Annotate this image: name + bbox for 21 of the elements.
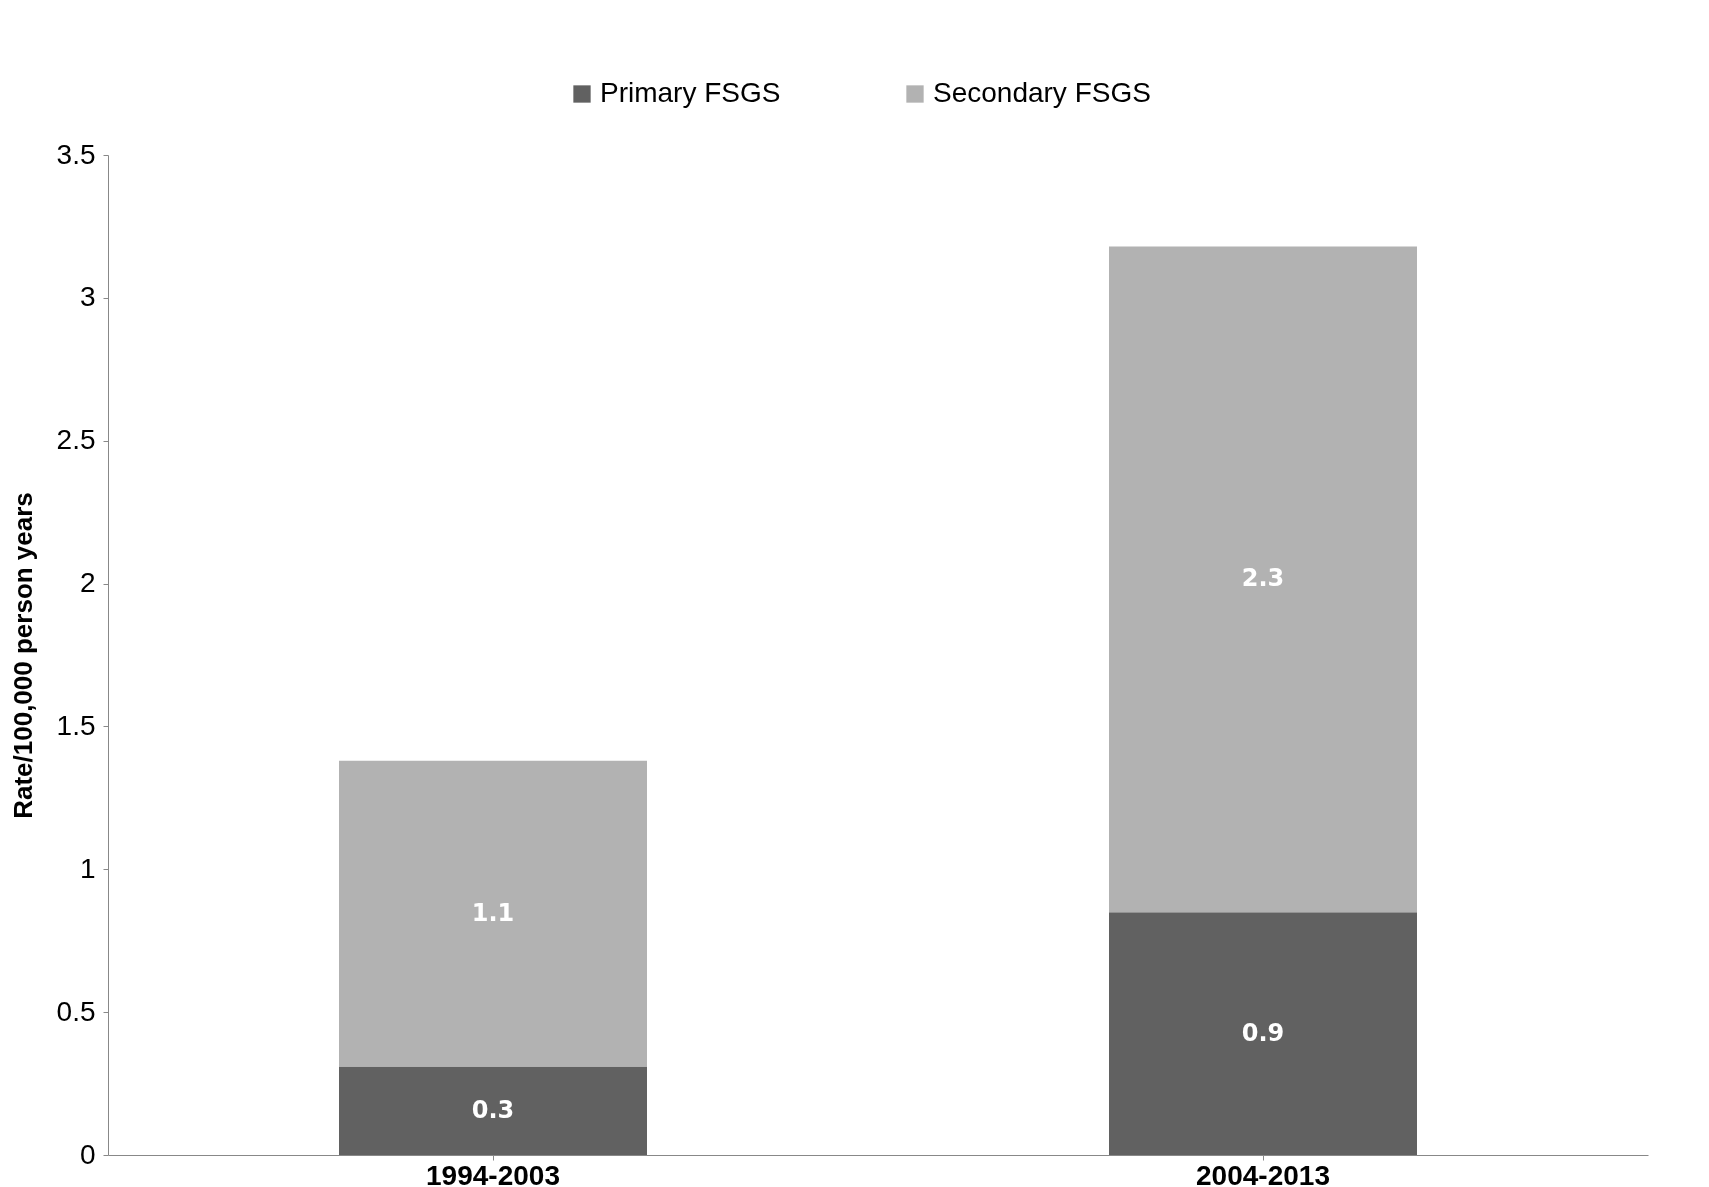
y-tick-label: 3.5 [56,138,96,170]
y-tick-label: 3 [79,281,96,313]
y-tick-label: 0.5 [56,995,96,1027]
data-label: 1.1 [471,898,515,927]
legend-label: Secondary FSGS [933,77,1151,108]
y-axis-title: Rate/100,000 person years [7,492,38,819]
y-tick-label: 1.5 [56,709,96,741]
y-tick-label: 0 [79,1138,96,1170]
data-label: 0.3 [471,1095,515,1124]
x-tick-label: 2004-2013 [1196,1159,1330,1187]
bar [1109,912,1417,1155]
y-tick-label: 2.5 [56,424,96,456]
x-tick-label: 1994-2003 [426,1159,560,1187]
bar [339,760,647,1067]
y-tick-label: 1 [79,852,96,884]
y-tick-label: 2 [79,567,96,599]
data-label: 2.3 [1241,564,1285,593]
legend-label: Primary FSGS [600,77,781,108]
bar [1109,246,1417,913]
data-label: 0.9 [1241,1018,1285,1047]
bar [339,1066,647,1155]
